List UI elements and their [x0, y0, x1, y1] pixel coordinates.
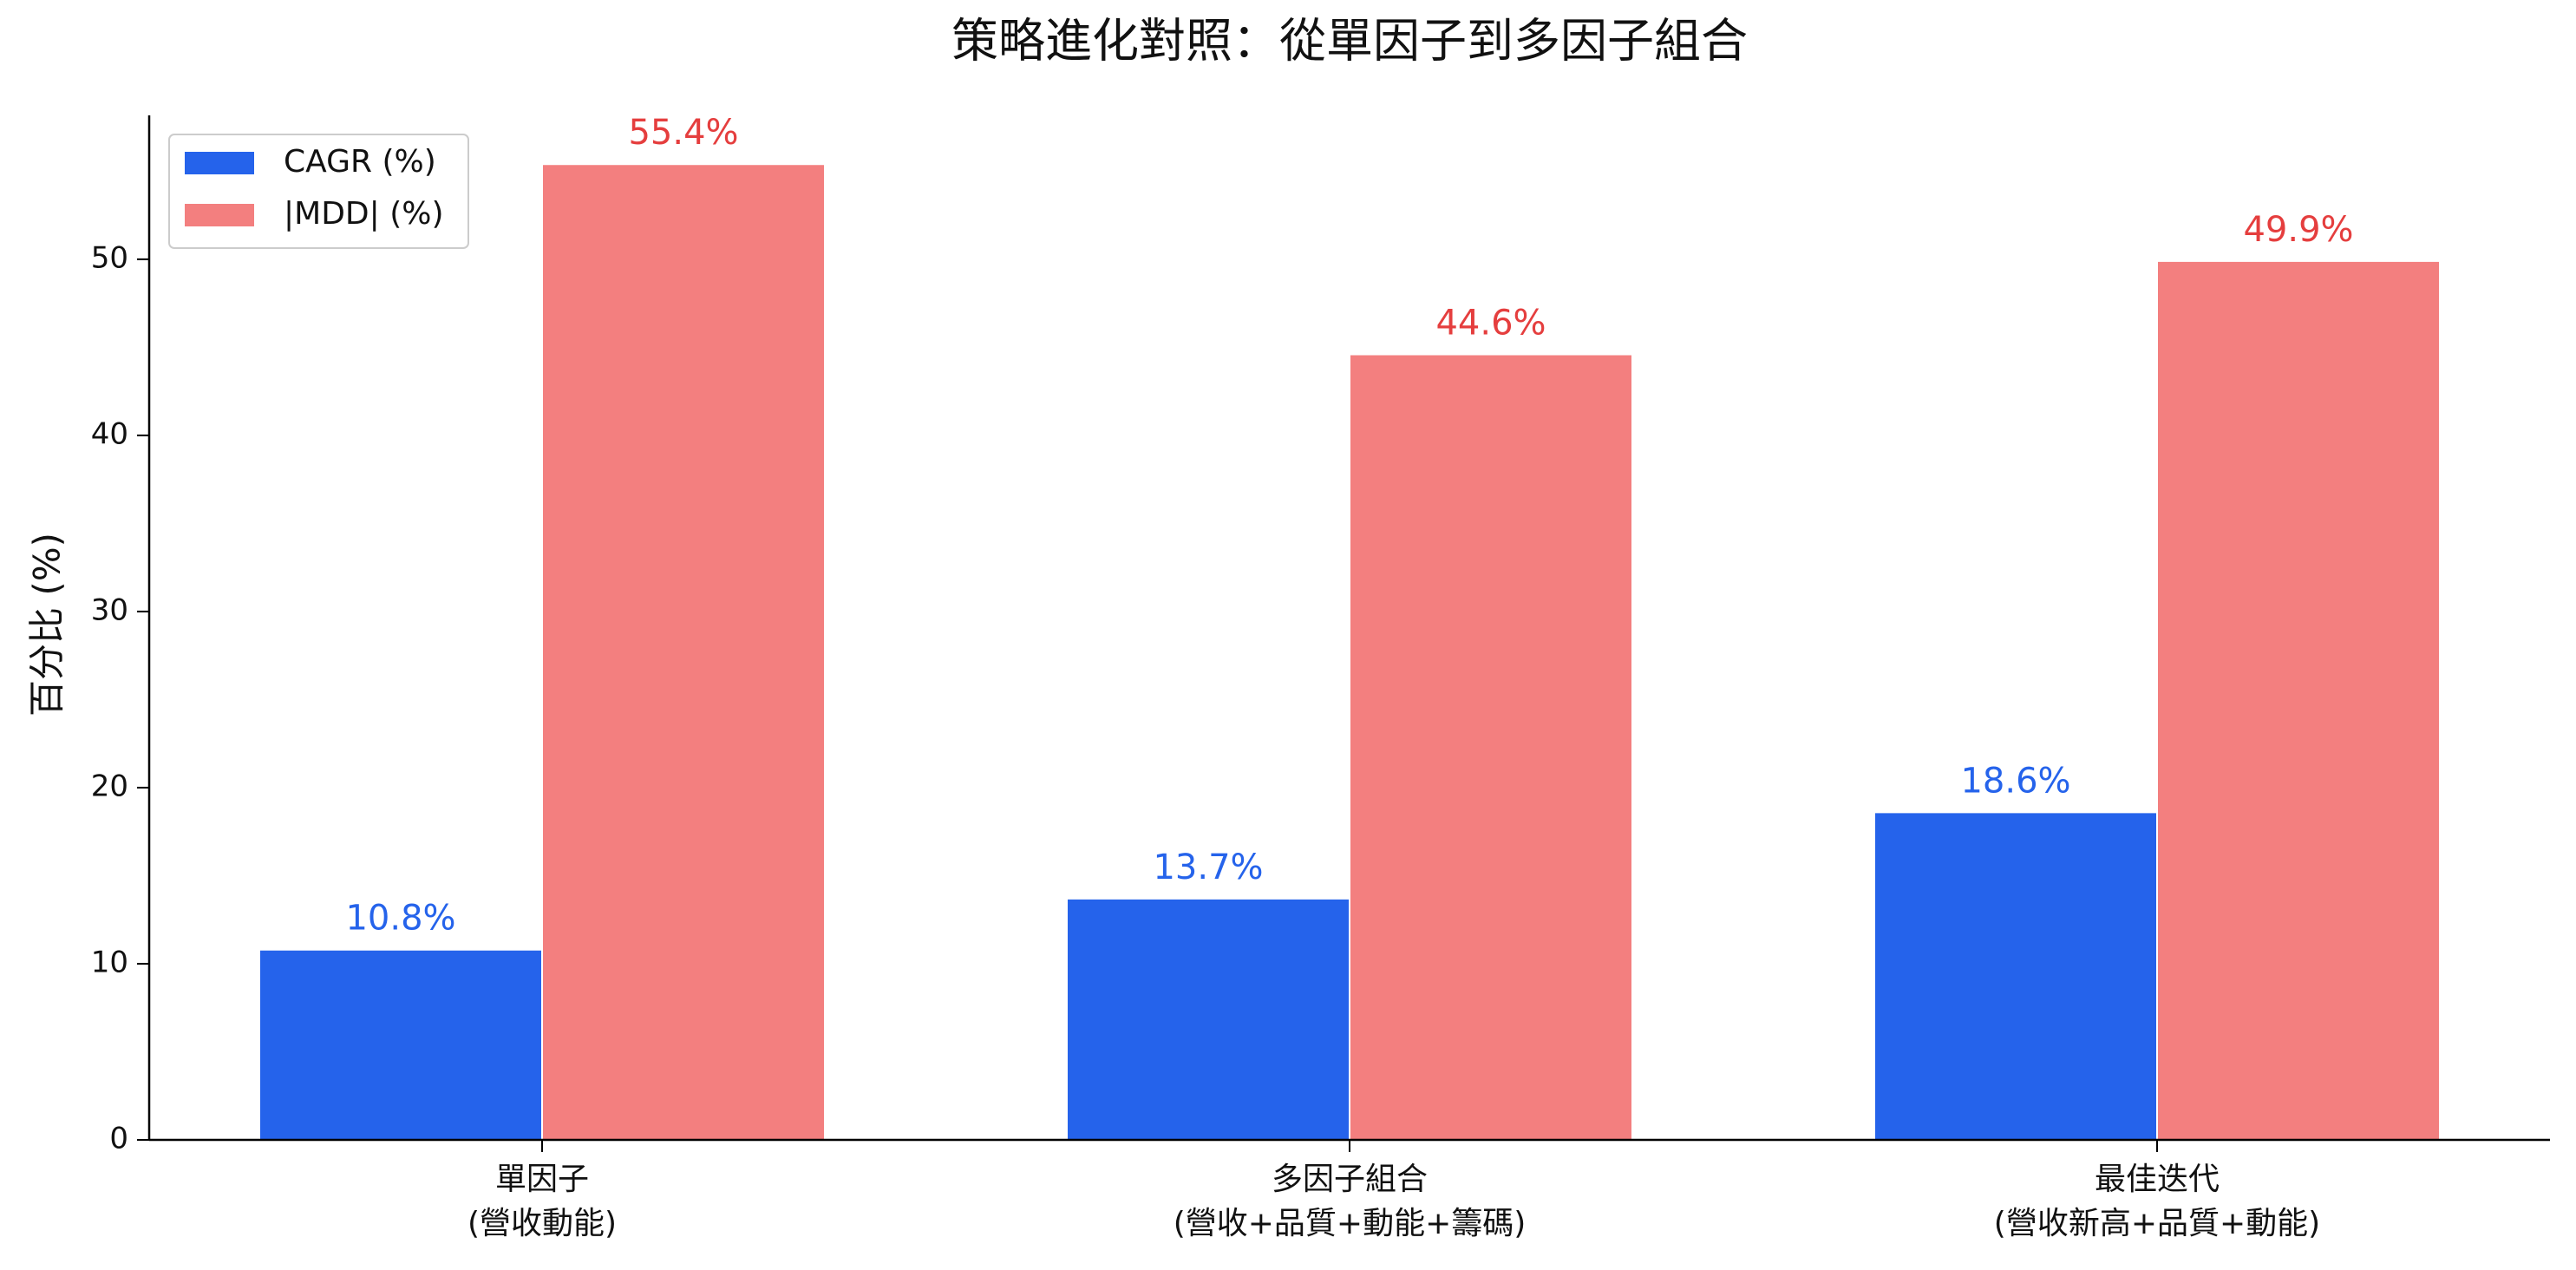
y-axis-label: 百分比 (%)	[26, 533, 69, 717]
y-tick-label: 0	[109, 1122, 128, 1156]
y-tick-label: 20	[91, 769, 128, 803]
legend-label: |MDD| (%)	[284, 196, 444, 232]
bar	[2156, 259, 2441, 1142]
value-label: 55.4%	[628, 113, 738, 153]
value-label: 18.6%	[1960, 761, 2070, 801]
value-label: 10.8%	[345, 899, 455, 939]
x-tick-label: 單因子 (營收動能)	[467, 1162, 618, 1241]
legend-label: CAGR (%)	[284, 144, 436, 180]
y-tick-label: 50	[91, 240, 128, 275]
value-label: 44.6%	[1435, 304, 1546, 344]
legend-swatch	[185, 204, 254, 226]
bar	[1066, 897, 1350, 1141]
value-label: 13.7%	[1153, 848, 1263, 887]
y-tick-label: 40	[91, 416, 128, 451]
chart-title: 策略進化對照：從單因子到多因子組合	[951, 14, 1748, 69]
bar	[541, 163, 826, 1142]
x-tick-label: 多因子組合 (營收+品質+動能+籌碼)	[1173, 1162, 1527, 1241]
x-tick-label: 最佳迭代 (營收新高+品質+動能)	[1993, 1162, 2321, 1241]
legend-swatch	[185, 152, 254, 174]
bar	[258, 948, 543, 1141]
y-tick-label: 10	[91, 945, 128, 979]
value-label: 49.9%	[2243, 210, 2353, 250]
bar	[1873, 811, 2158, 1142]
y-tick-label: 30	[91, 592, 128, 627]
bar	[1349, 353, 1633, 1142]
